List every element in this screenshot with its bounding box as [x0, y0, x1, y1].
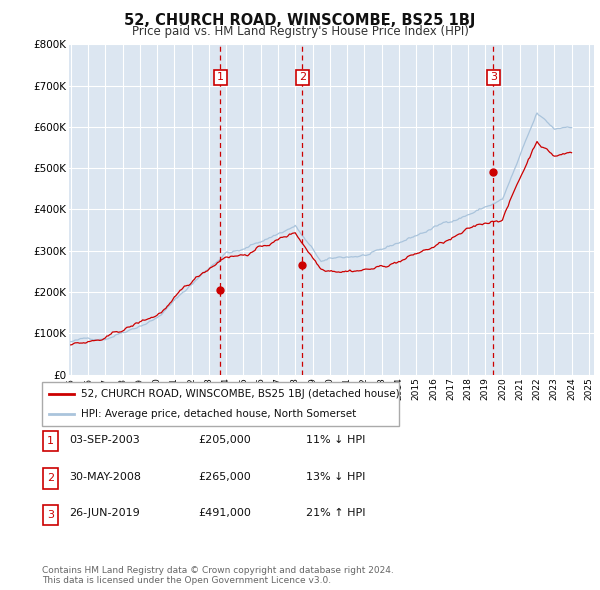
Text: 52, CHURCH ROAD, WINSCOMBE, BS25 1BJ: 52, CHURCH ROAD, WINSCOMBE, BS25 1BJ	[124, 13, 476, 28]
Text: 3: 3	[47, 510, 54, 520]
Text: £265,000: £265,000	[198, 472, 251, 481]
Text: 21% ↑ HPI: 21% ↑ HPI	[306, 509, 365, 518]
Text: £205,000: £205,000	[198, 435, 251, 444]
Text: 52, CHURCH ROAD, WINSCOMBE, BS25 1BJ (detached house): 52, CHURCH ROAD, WINSCOMBE, BS25 1BJ (de…	[81, 389, 400, 399]
Text: HPI: Average price, detached house, North Somerset: HPI: Average price, detached house, Nort…	[81, 409, 356, 419]
Text: 1: 1	[217, 73, 224, 82]
Text: Contains HM Land Registry data © Crown copyright and database right 2024.
This d: Contains HM Land Registry data © Crown c…	[42, 566, 394, 585]
Text: Price paid vs. HM Land Registry's House Price Index (HPI): Price paid vs. HM Land Registry's House …	[131, 25, 469, 38]
Text: 2: 2	[47, 474, 54, 483]
Text: 03-SEP-2003: 03-SEP-2003	[69, 435, 140, 444]
Text: 1: 1	[47, 437, 54, 446]
Text: 13% ↓ HPI: 13% ↓ HPI	[306, 472, 365, 481]
Text: 11% ↓ HPI: 11% ↓ HPI	[306, 435, 365, 444]
Text: 2: 2	[299, 73, 306, 82]
Text: 26-JUN-2019: 26-JUN-2019	[69, 509, 140, 518]
Text: £491,000: £491,000	[198, 509, 251, 518]
Text: 3: 3	[490, 73, 497, 82]
Text: 30-MAY-2008: 30-MAY-2008	[69, 472, 141, 481]
